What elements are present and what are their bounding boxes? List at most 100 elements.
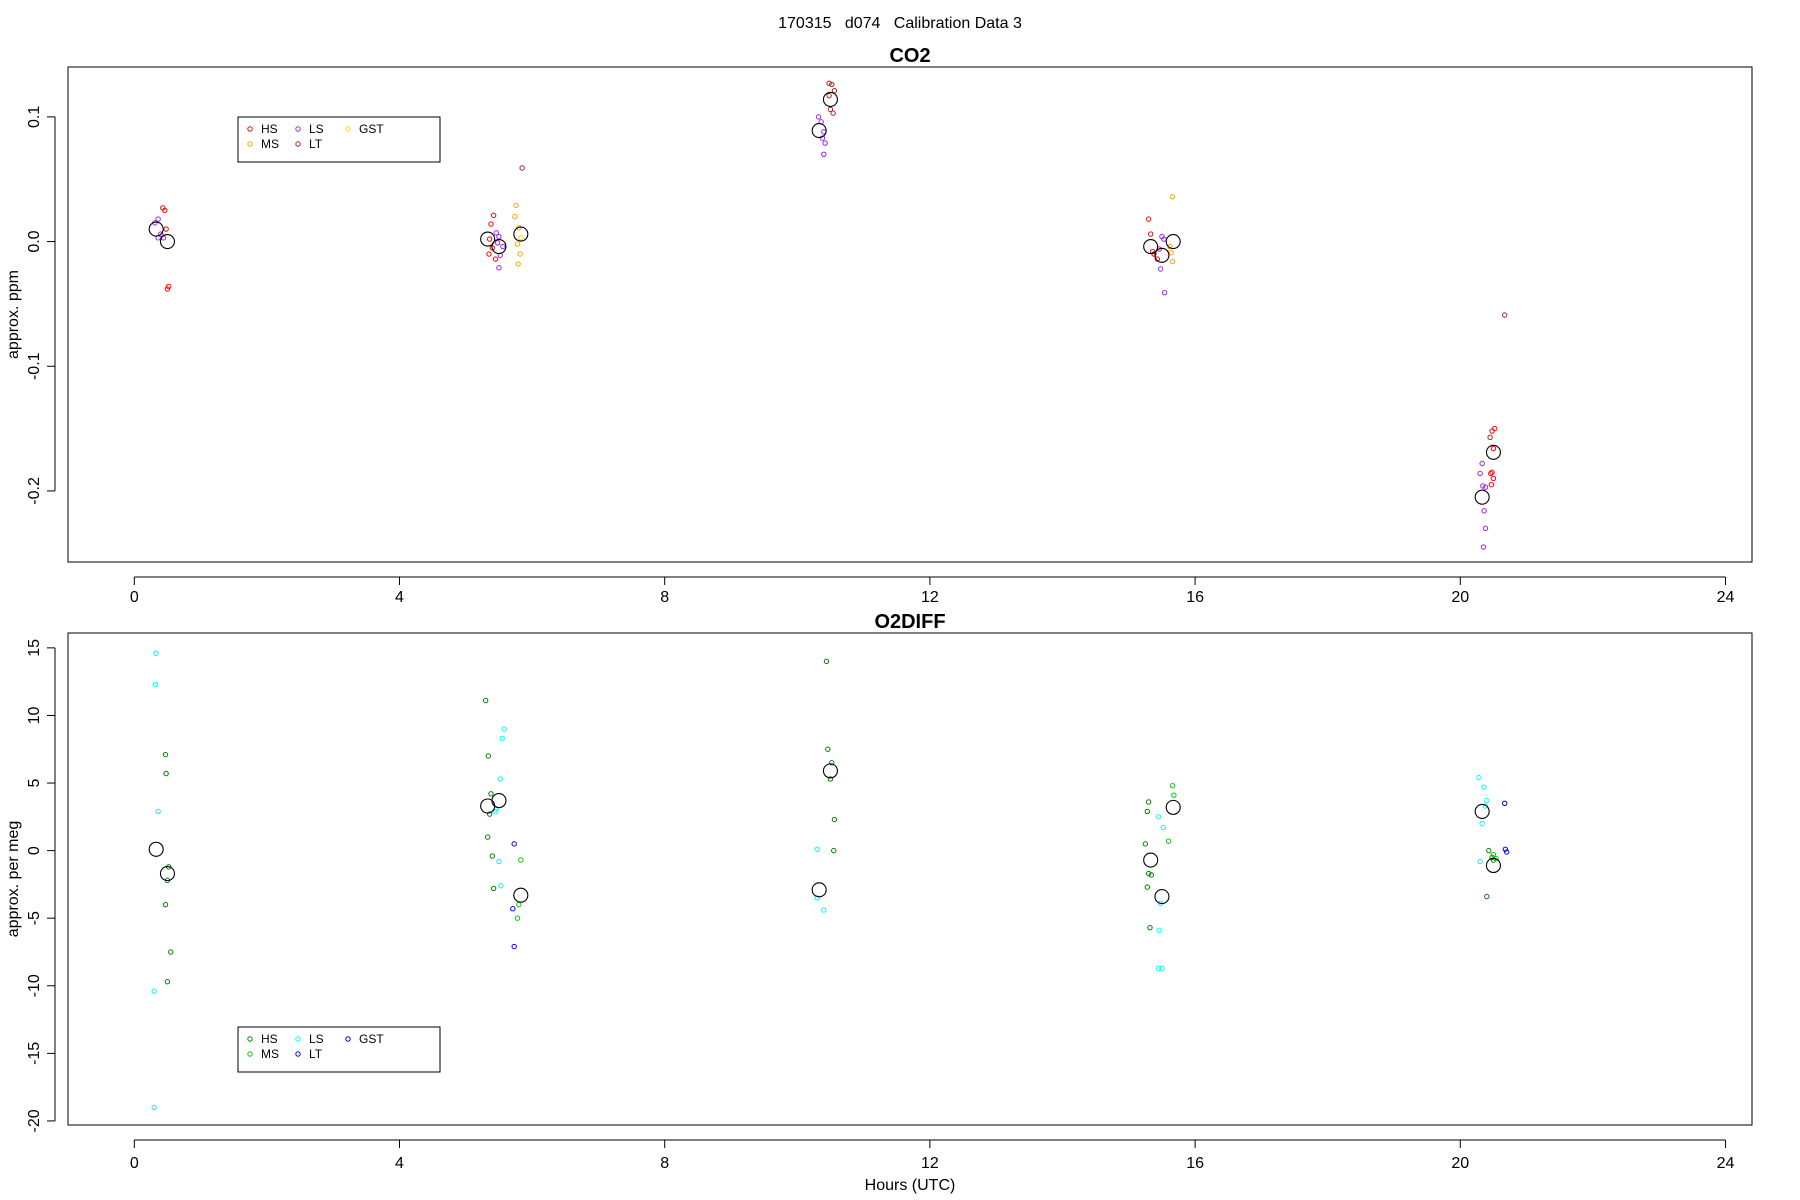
legend-box — [237, 1026, 441, 1073]
legend-label: GST — [359, 1032, 384, 1046]
y-tick-label: 10 — [26, 706, 43, 724]
data-point-ls — [498, 883, 504, 889]
data-point-hs — [163, 770, 169, 777]
data-point-hs — [490, 212, 497, 219]
x-tick-label: 4 — [395, 1155, 404, 1172]
mean-point — [822, 763, 838, 779]
data-point-hs — [486, 251, 492, 257]
data-point-lt — [510, 906, 516, 912]
data-point-ms — [513, 202, 519, 209]
x-tick-label: 12 — [921, 1155, 939, 1172]
y-tick-label: 0.0 — [26, 230, 43, 252]
x-tick-label: 20 — [1451, 1155, 1469, 1172]
data-point-hs — [489, 853, 496, 859]
x-tick-label: 24 — [1717, 589, 1735, 606]
data-point-ls — [153, 650, 159, 656]
data-point-ls — [1484, 797, 1490, 804]
y-tick-label: -0.1 — [26, 352, 43, 380]
y-tick-label: -20 — [26, 1109, 43, 1132]
data-point-ms — [514, 915, 521, 921]
x-tick-label: 0 — [130, 1155, 139, 1172]
data-point-ls — [494, 240, 501, 246]
data-point-ls — [1476, 774, 1482, 781]
data-point-hs — [1144, 884, 1151, 890]
data-point-ls — [496, 858, 502, 865]
mean-point — [1154, 247, 1170, 263]
data-point-ms — [1168, 250, 1174, 256]
legend-marker-ms — [247, 141, 253, 147]
legend-label: LS — [309, 1032, 324, 1046]
data-point-ms — [1169, 258, 1176, 265]
legend-label: LS — [309, 122, 324, 136]
mean-point — [1165, 799, 1181, 815]
data-point-hs — [164, 979, 171, 985]
data-point-hs — [1487, 434, 1493, 441]
data-point-lt — [826, 92, 832, 99]
mean-point — [1474, 489, 1490, 505]
x-tick-label: 24 — [1717, 1155, 1735, 1172]
data-point-ls — [500, 243, 506, 250]
legend-marker-lt — [295, 141, 301, 147]
data-point-lt — [511, 841, 517, 847]
mean-point — [1143, 852, 1159, 868]
data-point-hs — [1488, 481, 1495, 488]
data-point-hs — [1151, 251, 1157, 257]
data-point-ls — [1159, 965, 1165, 971]
data-point-ls — [152, 681, 159, 688]
legend-marker-ls — [295, 126, 301, 132]
data-point-ms — [518, 857, 524, 863]
data-point-ms — [512, 213, 518, 220]
mean-point — [1143, 238, 1159, 255]
y-tick-label: -5 — [26, 911, 43, 925]
data-point-hs — [1145, 799, 1152, 805]
data-point-hs — [162, 901, 169, 908]
data-point-hs — [1484, 893, 1490, 900]
data-point-hs — [1490, 445, 1497, 452]
data-point-hs — [1486, 847, 1492, 854]
legend-label: LT — [309, 1047, 323, 1061]
legend-marker-gst — [345, 1036, 351, 1042]
mean-point — [1154, 889, 1170, 905]
data-point-hs — [490, 885, 497, 892]
data-point-ls — [496, 265, 502, 271]
data-point-ms — [1169, 783, 1176, 789]
data-point-hs — [1490, 857, 1497, 863]
figure-title: 170315 d074 Calibration Data 3 — [778, 15, 1022, 32]
data-point-hs — [829, 760, 835, 766]
data-point-ls — [497, 776, 503, 782]
data-point-ls — [1479, 460, 1485, 467]
data-point-ls — [821, 151, 827, 157]
data-point-hs — [1492, 425, 1498, 432]
legend-label: GST — [359, 122, 384, 136]
mean-point — [811, 123, 827, 139]
data-point-ls — [815, 114, 822, 120]
legend-label: MS — [261, 1047, 279, 1061]
data-point-hs — [1148, 872, 1155, 878]
mean-point — [513, 226, 529, 242]
mean-point — [159, 234, 175, 250]
y-tick-label: -15 — [26, 1042, 43, 1065]
data-point-lt — [1503, 849, 1510, 855]
plot-frame — [67, 632, 1753, 1126]
data-point-ls — [155, 808, 161, 815]
data-point-hs — [164, 286, 171, 292]
data-point-ms — [514, 241, 521, 247]
chart-title: O2DIFF — [874, 611, 945, 633]
data-point-lt — [511, 943, 517, 950]
data-point-lt — [830, 110, 836, 116]
data-point-ls — [499, 735, 505, 742]
data-point-lt — [826, 80, 832, 86]
data-point-hs — [827, 776, 834, 782]
legend-marker-lt — [295, 1051, 301, 1057]
data-point-hs — [825, 746, 831, 752]
data-point-ls — [1161, 289, 1168, 296]
data-point-ls — [501, 726, 507, 732]
data-point-ls — [819, 135, 826, 141]
data-point-ls — [821, 907, 827, 913]
x-tick-label: 12 — [921, 589, 939, 606]
legend-marker-gst — [345, 126, 351, 132]
legend-marker-hs — [247, 126, 253, 132]
data-point-hs — [1145, 870, 1152, 877]
data-point-ls — [1155, 814, 1162, 820]
